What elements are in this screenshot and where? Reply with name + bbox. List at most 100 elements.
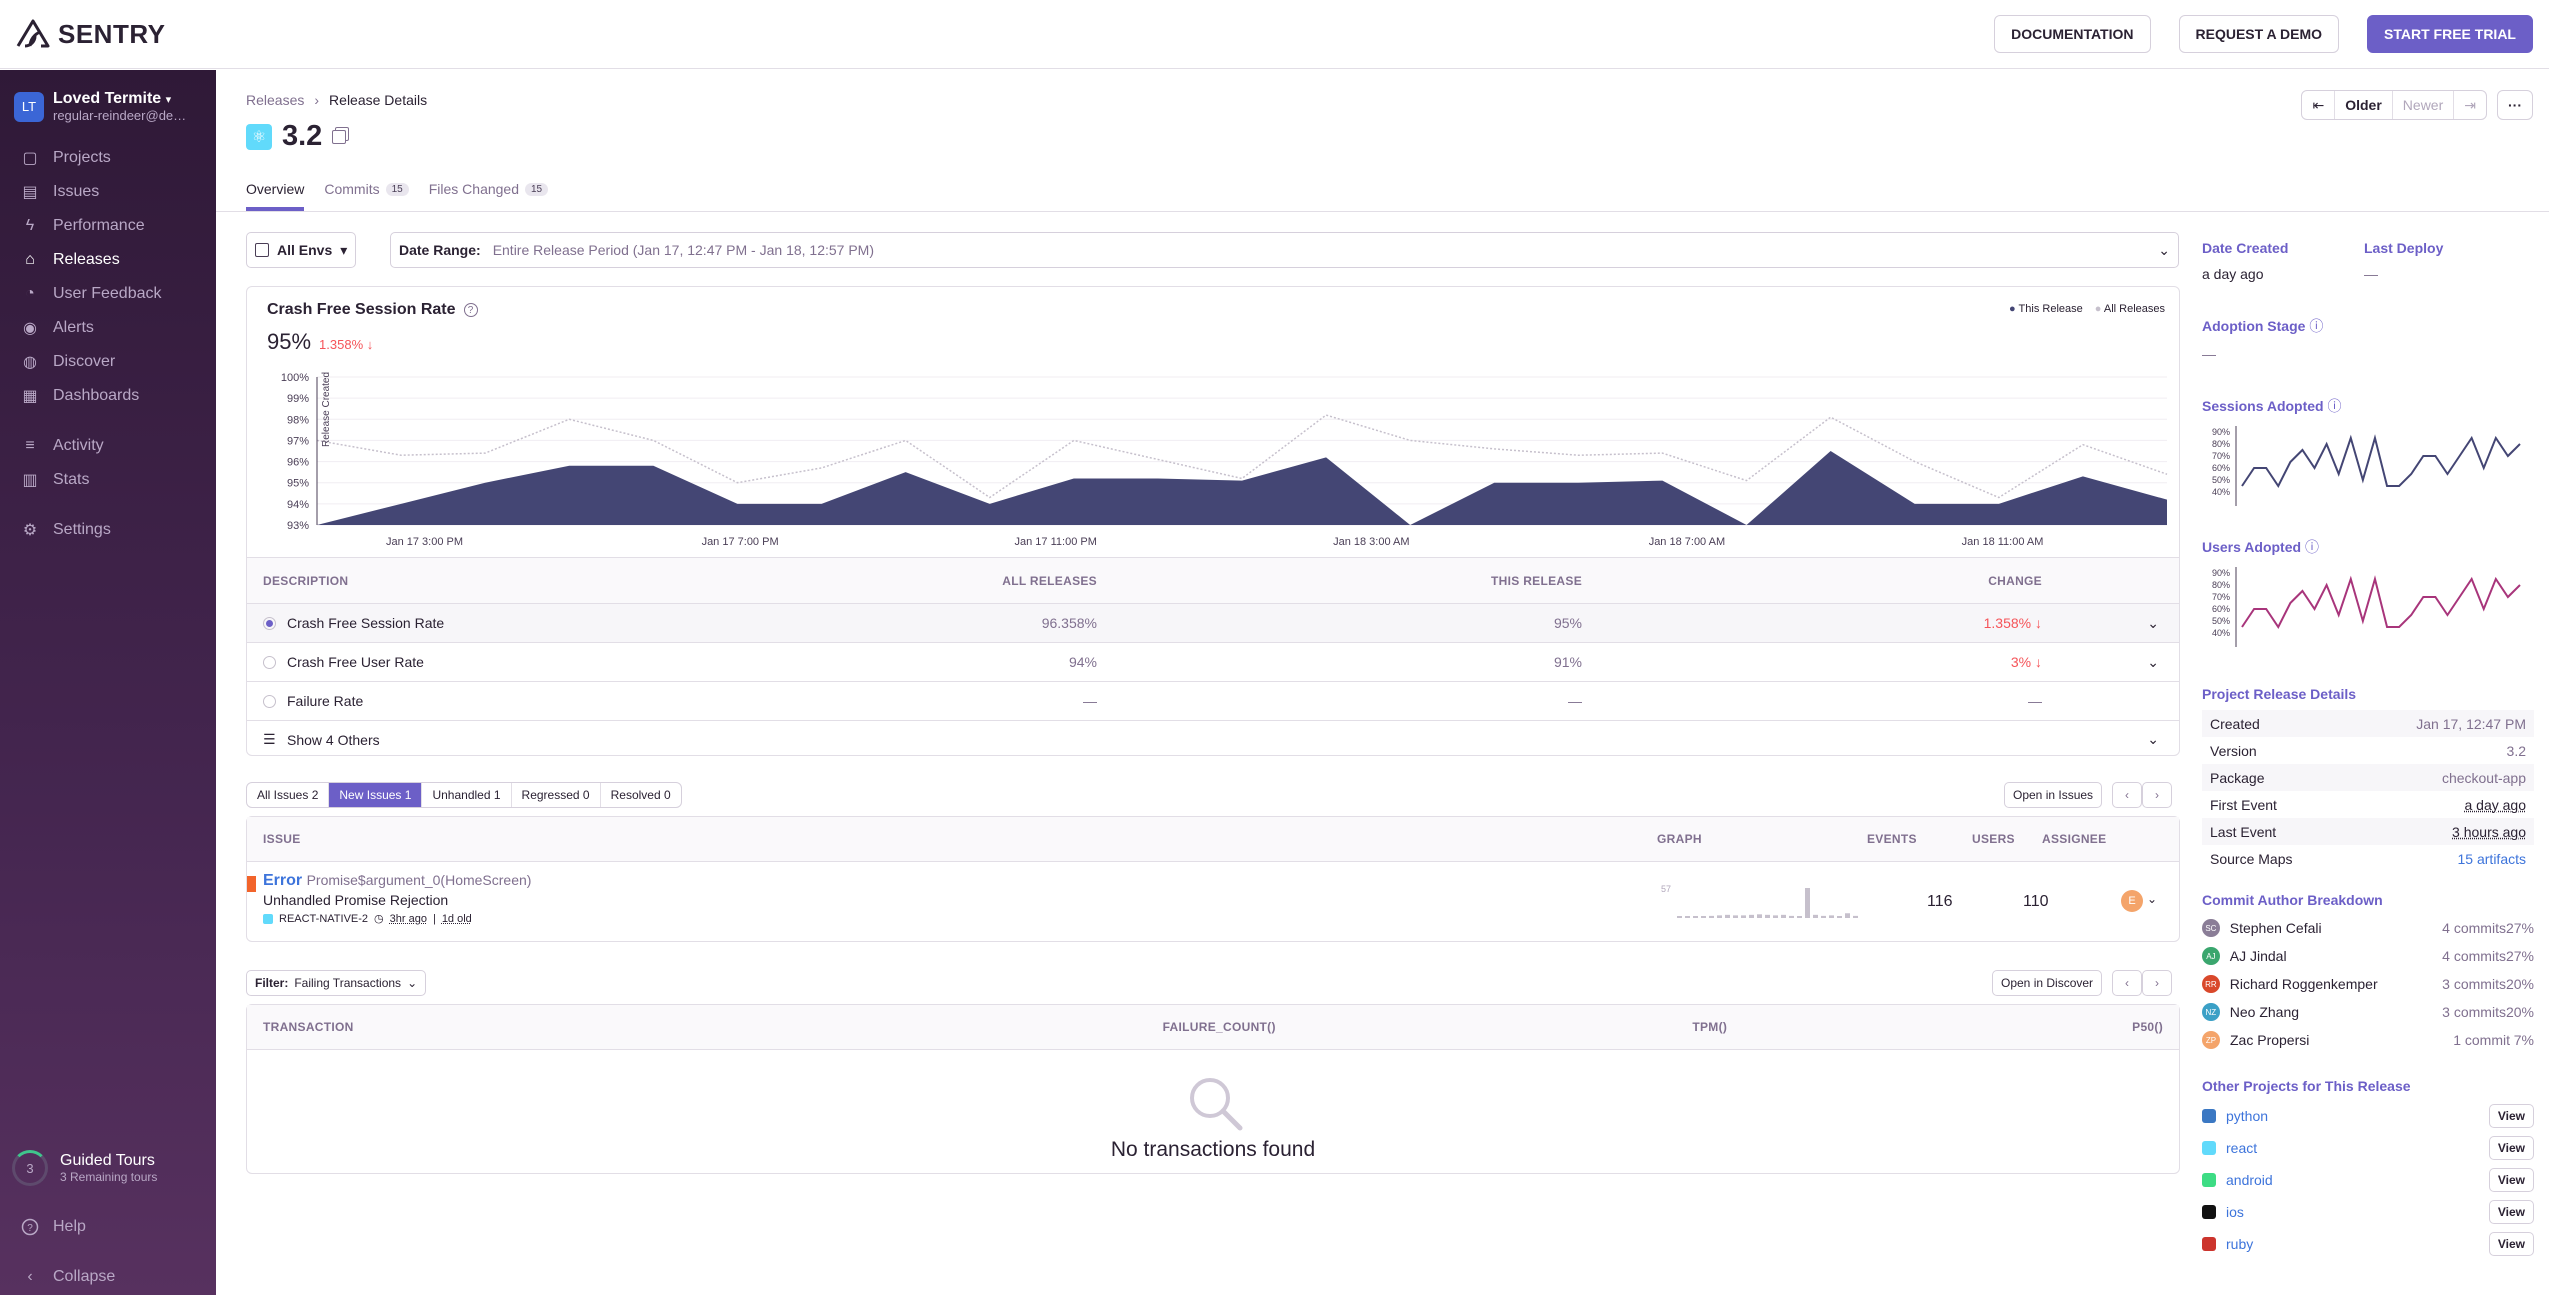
request-demo-button[interactable]: REQUEST A DEMO xyxy=(2178,15,2340,53)
project-link[interactable]: ios xyxy=(2226,1204,2244,1220)
sidebar-item-issues[interactable]: ▤ Issues xyxy=(0,175,216,209)
stats-row[interactable]: Failure Rate — — — xyxy=(247,681,2179,720)
txn-next-button[interactable]: › xyxy=(2142,970,2172,996)
chevron-down-icon[interactable]: ⌄ xyxy=(2147,653,2159,670)
collapse-item[interactable]: ‹ Collapse xyxy=(0,1260,216,1294)
chevron-down-icon[interactable]: ⌄ xyxy=(2147,614,2159,631)
sidebar-item-discover[interactable]: ◍ Discover xyxy=(0,345,216,379)
issue-filter-new-issues[interactable]: New Issues 1 xyxy=(329,783,423,807)
radio-button[interactable] xyxy=(263,694,276,708)
more-actions-button[interactable]: ··· xyxy=(2508,97,2522,113)
legend-this-release[interactable]: ● This Release xyxy=(2009,303,2083,315)
release-pager: ⇤ Older Newer ⇥ ··· xyxy=(2301,90,2533,120)
guided-tours[interactable]: 3 Guided Tours 3 Remaining tours xyxy=(12,1150,157,1186)
question-icon[interactable]: ⓘ xyxy=(2304,539,2319,555)
tab-files-changed[interactable]: Files Changed 15 xyxy=(429,169,549,211)
sentry-logo-icon xyxy=(16,19,50,48)
detail-value[interactable]: 15 artifacts xyxy=(2457,850,2526,867)
stats-row[interactable]: Crash Free Session Rate 96.358% 95% 1.358% … xyxy=(247,603,2179,642)
other-projects-title: Other Projects for This Release xyxy=(2202,1078,2411,1094)
view-button[interactable]: View xyxy=(2488,1200,2534,1224)
sidebar-item-activity[interactable]: ≡ Activity xyxy=(0,429,216,463)
prev-page-button[interactable]: ‹ xyxy=(2112,782,2142,808)
feedback-icon: ◔ xyxy=(25,285,35,302)
y-tick-label: 99% xyxy=(287,393,309,405)
newer-button[interactable]: Newer xyxy=(2393,91,2455,119)
stat-this-release: 91% xyxy=(1553,654,1582,670)
assignee-avatar[interactable]: E xyxy=(2121,890,2143,912)
project-link[interactable]: python xyxy=(2226,1108,2269,1124)
android-icon xyxy=(2202,1173,2216,1187)
issue-row[interactable]: Error Promise$argument_0(HomeScreen) Unh… xyxy=(247,861,2179,942)
issue-filter-resolved[interactable]: Resolved 0 xyxy=(610,788,671,802)
breadcrumb-releases[interactable]: Releases xyxy=(246,92,305,108)
detail-value[interactable]: 3 hours ago xyxy=(2452,823,2526,840)
chart-title: Crash Free Session Rate ? xyxy=(267,301,478,319)
issue-filter-all-issues[interactable]: All Issues 2 xyxy=(247,783,330,807)
radio-button[interactable] xyxy=(263,616,276,630)
older-button[interactable]: Older xyxy=(2335,91,2393,119)
next-page-button[interactable]: › xyxy=(2142,782,2172,808)
series-line-all-releases xyxy=(316,414,2168,499)
sessions-adopted-sparkline: 90% 80% 70% 60% 50% 40% xyxy=(2212,426,2521,506)
view-button[interactable]: View xyxy=(2488,1104,2534,1128)
date-range-select[interactable]: Date Range: Entire Release Period (Jan 1… xyxy=(390,232,2179,268)
environment-select[interactable]: All Envs ▾ xyxy=(246,232,357,268)
project-link[interactable]: ruby xyxy=(2226,1236,2254,1252)
svg-text:?: ? xyxy=(27,1223,33,1234)
org-switcher[interactable]: LT Loved Termite ▾ regular-reindeer@demo… xyxy=(0,70,216,141)
issue-filter-regressed[interactable]: Regressed 0 xyxy=(512,783,601,807)
sidebar-item-alerts[interactable]: ◉ Alerts xyxy=(0,311,216,345)
documentation-button[interactable]: DOCUMENTATION xyxy=(1994,15,2151,53)
graph-bar xyxy=(1837,916,1842,918)
sidebar-item-projects[interactable]: ▢ Projects xyxy=(0,141,216,175)
date-created-value: a day ago xyxy=(2202,266,2264,282)
spark-tick-label: 90% xyxy=(2212,568,2230,578)
sidebar-item-performance[interactable]: ϟ Performance xyxy=(0,209,216,243)
question-icon[interactable]: ⓘ xyxy=(2327,398,2342,414)
spark-tick-label: 40% xyxy=(2212,487,2230,497)
open-in-issues-button[interactable]: Open in Issues xyxy=(2004,782,2103,808)
view-button[interactable]: View xyxy=(2488,1232,2534,1256)
clock-icon: ◷ xyxy=(374,913,384,925)
sentry-logo[interactable]: SENTRY xyxy=(16,19,166,50)
sidebar-item-stats[interactable]: ▥ Stats xyxy=(0,463,216,497)
spark-tick-label: 50% xyxy=(2212,475,2230,485)
transaction-filter-select[interactable]: Filter: Failing Transactions ⌄ xyxy=(246,970,427,996)
stats-row[interactable]: Crash Free User Rate 94% 91% 3% ↓ ⌄ xyxy=(247,642,2179,681)
issue-culprit: Promise$argument_0(HomeScreen) xyxy=(306,872,532,888)
graph-bar xyxy=(1741,915,1746,918)
view-button[interactable]: View xyxy=(2488,1168,2534,1192)
show-others-row[interactable]: ☰ Show 4 Others ⌄ xyxy=(247,720,2179,758)
sidebar-item-user-feedback[interactable]: ◔ User Feedback xyxy=(0,277,216,311)
sidebar-item-dashboards[interactable]: ▦ Dashboards xyxy=(0,379,216,413)
legend-all-releases[interactable]: ● All Releases xyxy=(2094,303,2165,315)
spark-line xyxy=(2241,575,2521,629)
sidebar-item-settings[interactable]: ⚙ Settings xyxy=(0,513,216,547)
tab-overview[interactable]: Overview xyxy=(246,169,305,211)
issue-filter-unhandled[interactable]: Unhandled 1 xyxy=(422,783,512,807)
project-link[interactable]: android xyxy=(2226,1172,2273,1188)
last-release-button[interactable]: ⇥ xyxy=(2464,96,2476,113)
issue-filter-tabs: All Issues 2 New Issues 1 Unhandled 1 Regre… xyxy=(246,782,682,808)
issue-type[interactable]: Error xyxy=(263,872,303,889)
gear-icon: ⚙ xyxy=(22,522,38,539)
question-icon[interactable]: ? xyxy=(463,303,478,317)
question-icon[interactable]: ⓘ xyxy=(2309,318,2324,334)
sidebar-item-releases[interactable]: ⌂ Releases xyxy=(0,243,216,277)
detail-value[interactable]: a day ago xyxy=(2464,796,2527,813)
project-link[interactable]: react xyxy=(2226,1140,2258,1156)
copy-icon[interactable] xyxy=(332,129,347,144)
graph-bar xyxy=(1845,913,1850,918)
radio-button[interactable] xyxy=(263,655,276,669)
start-free-trial-button[interactable]: START FREE TRIAL xyxy=(2367,15,2533,53)
users-adopted-title: Users Adopted ⓘ xyxy=(2202,539,2319,555)
first-release-button[interactable]: ⇤ xyxy=(2302,91,2336,119)
view-button[interactable]: View xyxy=(2488,1136,2534,1160)
open-in-discover-button[interactable]: Open in Discover xyxy=(1992,970,2103,996)
help-item[interactable]: ? Help xyxy=(0,1210,216,1244)
issue-short-id[interactable]: REACT-NATIVE-2 xyxy=(279,912,369,925)
txn-prev-button[interactable]: ‹ xyxy=(2112,970,2142,996)
tab-commits[interactable]: Commits 15 xyxy=(324,169,409,211)
chevron-down-icon[interactable]: ⌄ xyxy=(2147,892,2158,906)
